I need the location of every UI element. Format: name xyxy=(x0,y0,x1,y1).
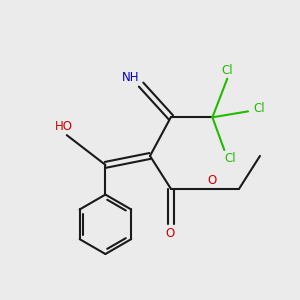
Text: Cl: Cl xyxy=(254,102,265,115)
Text: O: O xyxy=(166,227,175,240)
Text: Cl: Cl xyxy=(224,152,236,165)
Text: HO: HO xyxy=(55,120,73,133)
Text: O: O xyxy=(207,174,216,187)
Text: Cl: Cl xyxy=(221,64,233,77)
Text: NH: NH xyxy=(122,71,140,84)
